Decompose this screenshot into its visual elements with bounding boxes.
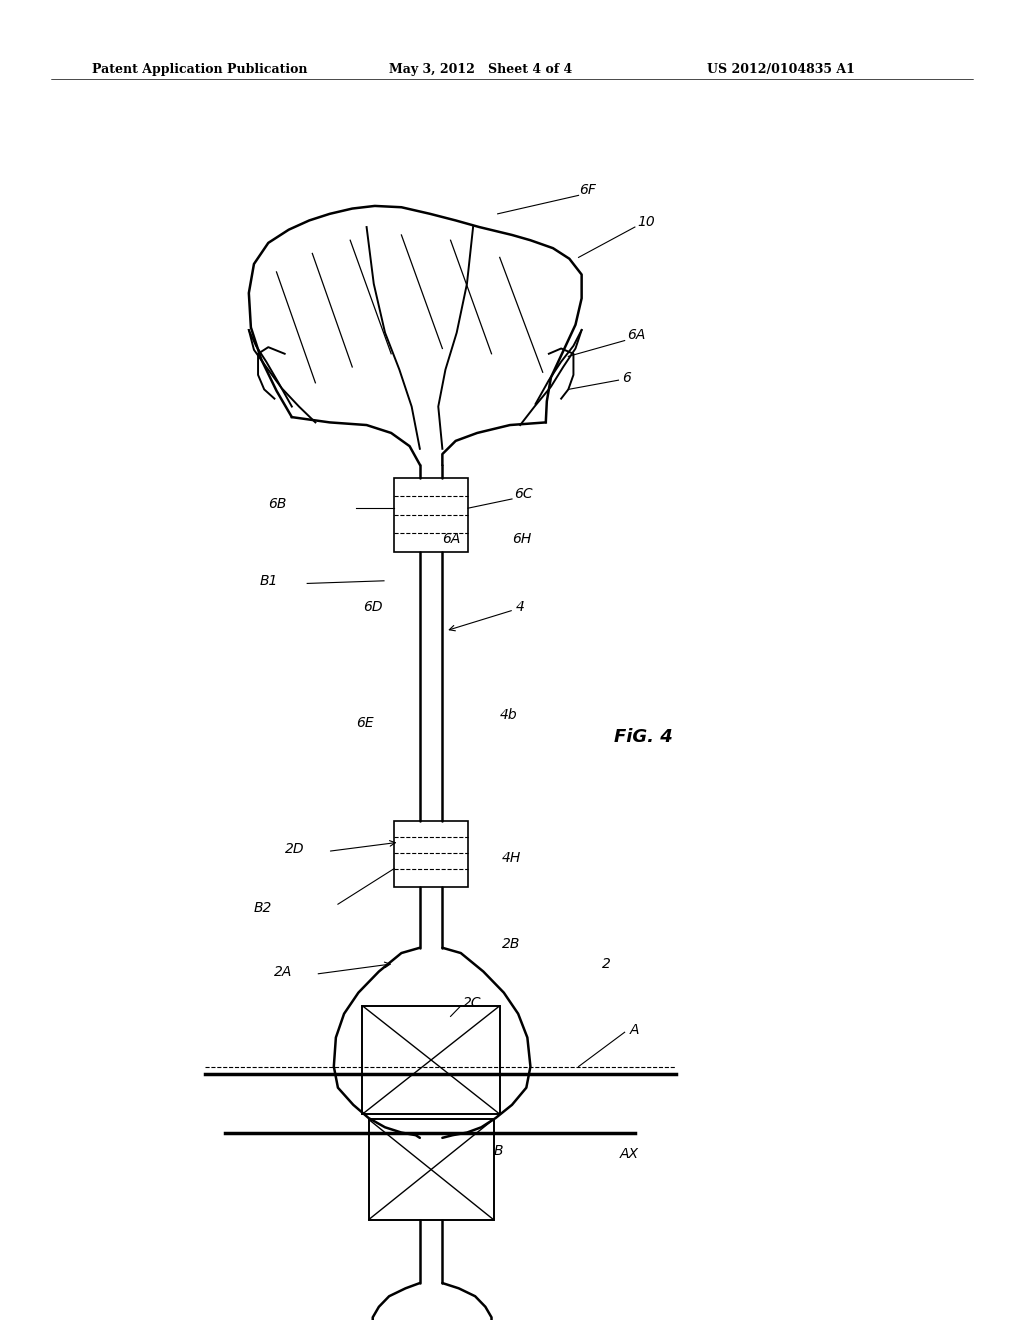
Bar xyxy=(369,1119,494,1220)
Text: 6H: 6H xyxy=(512,532,531,545)
Bar xyxy=(394,478,468,552)
Text: FiG. 4: FiG. 4 xyxy=(614,727,673,746)
Text: B: B xyxy=(494,1144,503,1158)
Text: 4H: 4H xyxy=(502,851,521,865)
Text: B1: B1 xyxy=(260,574,279,587)
Text: 2: 2 xyxy=(602,957,611,970)
Text: 6F: 6F xyxy=(580,183,596,197)
Text: 6A: 6A xyxy=(627,329,645,342)
Text: 2D: 2D xyxy=(285,842,304,855)
Text: B2: B2 xyxy=(254,902,272,915)
Bar xyxy=(394,821,468,887)
Text: May 3, 2012   Sheet 4 of 4: May 3, 2012 Sheet 4 of 4 xyxy=(389,63,572,77)
Bar xyxy=(362,1006,500,1114)
Text: 6D: 6D xyxy=(364,601,383,614)
Text: AX: AX xyxy=(620,1147,639,1160)
Text: 6: 6 xyxy=(623,371,632,384)
Text: A: A xyxy=(630,1023,639,1036)
Text: 2B: 2B xyxy=(502,937,520,950)
Text: 6A: 6A xyxy=(442,532,461,545)
Text: 6E: 6E xyxy=(356,717,374,730)
Text: 4: 4 xyxy=(516,601,525,614)
Text: 4b: 4b xyxy=(500,709,517,722)
Text: 6B: 6B xyxy=(268,498,287,511)
Text: 10: 10 xyxy=(637,215,654,228)
Text: US 2012/0104835 A1: US 2012/0104835 A1 xyxy=(707,63,854,77)
Text: 6C: 6C xyxy=(514,487,532,500)
Text: 2C: 2C xyxy=(463,997,481,1010)
Text: Patent Application Publication: Patent Application Publication xyxy=(92,63,307,77)
Text: 2A: 2A xyxy=(274,965,293,978)
